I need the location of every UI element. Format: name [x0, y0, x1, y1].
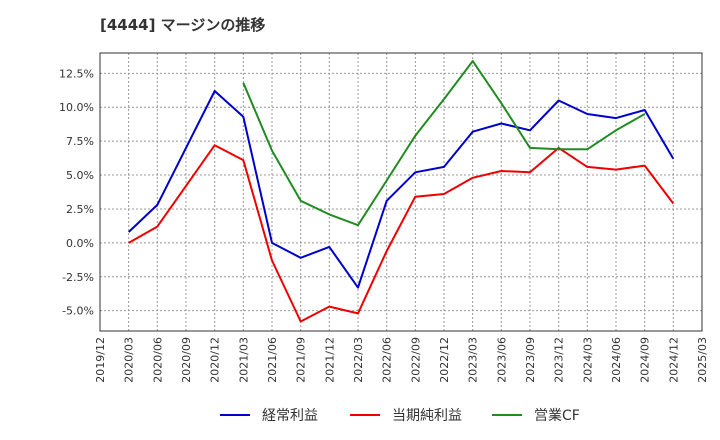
legend-label: 経常利益 — [262, 408, 318, 424]
x-tick-label: 2024/03 — [581, 337, 594, 383]
y-tick-label: -2.5% — [62, 271, 94, 284]
y-tick-label: -5.0% — [62, 305, 94, 318]
x-tick-label: 2025/03 — [696, 337, 709, 383]
x-tick-label: 2022/06 — [381, 337, 394, 383]
y-tick-label: 5.0% — [66, 169, 94, 182]
legend-label: 当期純利益 — [392, 408, 462, 424]
x-tick-label: 2023/09 — [524, 337, 537, 383]
legend-swatch — [492, 414, 522, 416]
y-tick-label: 0.0% — [66, 237, 94, 250]
y-tick-label: 12.5% — [59, 67, 94, 80]
plot-area — [100, 53, 702, 331]
legend-label: 営業CF — [534, 408, 580, 424]
y-tick-label: 2.5% — [66, 203, 94, 216]
x-tick-label: 2022/09 — [409, 337, 422, 383]
x-tick-label: 2020/06 — [151, 337, 164, 383]
legend-item: 経常利益 — [220, 403, 318, 427]
x-tick-label: 2023/06 — [495, 337, 508, 383]
x-tick-label: 2021/12 — [323, 337, 336, 383]
x-tick-label: 2021/06 — [266, 337, 279, 383]
x-tick-label: 2020/03 — [123, 337, 136, 383]
x-tick-label: 2020/12 — [209, 337, 222, 383]
legend-item: 営業CF — [492, 403, 580, 427]
plot-frame — [99, 52, 703, 332]
series-line — [242, 60, 646, 227]
x-tick-label: 2020/09 — [180, 337, 193, 383]
legend-item: 当期純利益 — [350, 403, 462, 427]
x-tick-label: 2022/12 — [438, 337, 451, 383]
y-tick-label: 10.0% — [59, 101, 94, 114]
x-tick-label: 2023/12 — [553, 337, 566, 383]
x-tick-label: 2021/09 — [295, 337, 308, 383]
series-line — [128, 90, 675, 289]
x-tick-label: 2021/03 — [237, 337, 250, 383]
legend: 経常利益 当期純利益 営業CF — [0, 403, 720, 427]
x-tick-label: 2023/03 — [467, 337, 480, 383]
x-tick-label: 2024/06 — [610, 337, 623, 383]
series-line — [128, 144, 675, 323]
x-tick-label: 2024/09 — [639, 337, 652, 383]
chart-title: [4444] マージンの推移 — [100, 16, 266, 34]
x-tick-label: 2022/03 — [352, 337, 365, 383]
y-tick-label: 7.5% — [66, 135, 94, 148]
legend-swatch — [350, 414, 380, 416]
x-tick-label: 2024/12 — [667, 337, 680, 383]
legend-swatch — [220, 414, 250, 416]
x-tick-label: 2019/12 — [94, 337, 107, 383]
